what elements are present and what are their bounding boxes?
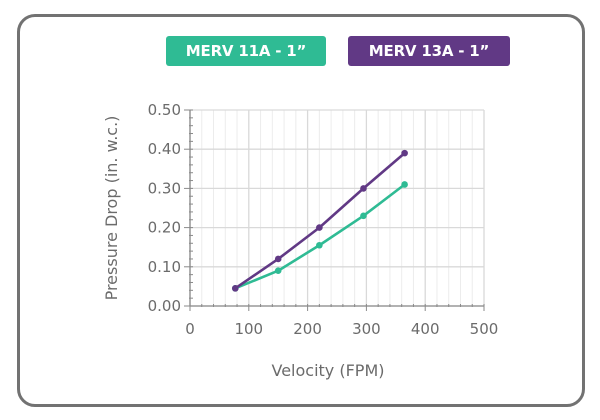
- legend-item-merv-11a: MERV 11A - 1” Filter: [166, 36, 326, 90]
- y-axis-title: Pressure Drop (in. w.c.): [102, 116, 121, 301]
- data-point: [401, 149, 408, 157]
- data-point: [316, 224, 323, 231]
- x-axis-title: Velocity (FPM): [272, 361, 385, 380]
- data-point: [401, 181, 408, 188]
- y-tick-label: 0.00: [148, 297, 181, 315]
- y-tick-label: 0.30: [148, 179, 181, 197]
- y-tick-label: 0.20: [148, 219, 181, 237]
- data-point: [231, 285, 239, 292]
- legend-item-merv-13a: MERV 13A - 1” Filter: [348, 36, 510, 90]
- chart-card: [17, 14, 585, 407]
- data-point: [316, 241, 323, 249]
- y-tick-label: 0.10: [148, 258, 181, 276]
- data-point: [360, 212, 367, 220]
- data-point: [360, 185, 367, 192]
- x-tick-label: 0: [185, 320, 195, 338]
- axes: [184, 109, 485, 311]
- grid: [189, 109, 485, 307]
- x-tick-label: 200: [293, 320, 322, 338]
- tick-labels: 0.00 0.10 0.20 0.30 0.40 0.50 0 100 200 300 400 500: [148, 101, 499, 338]
- series-lines: [231, 149, 408, 292]
- legend-label: MERV 11A - 1” Filter: [185, 42, 307, 90]
- legend-label: MERV 13A - 1” Filter: [368, 42, 490, 90]
- data-point: [274, 267, 282, 275]
- y-tick-label: 0.40: [148, 140, 181, 158]
- x-tick-label: 300: [352, 320, 381, 338]
- x-tick-label: 400: [411, 320, 440, 338]
- data-point: [274, 255, 282, 263]
- y-tick-label: 0.50: [148, 101, 181, 119]
- x-tick-label: 100: [234, 320, 263, 338]
- x-tick-label: 500: [470, 320, 499, 338]
